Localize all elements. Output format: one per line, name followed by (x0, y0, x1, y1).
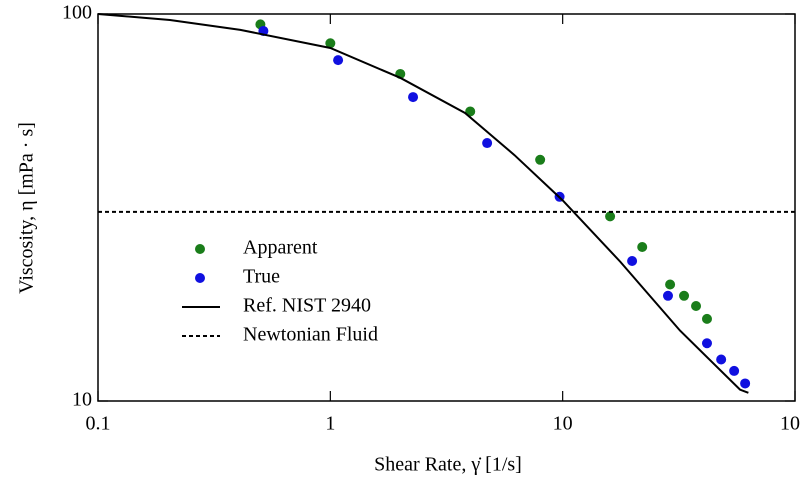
y-tick-label: 10 (72, 389, 92, 411)
legend-marker (195, 244, 205, 254)
data-point (408, 92, 419, 103)
series-line (97, 13, 749, 394)
data-point (325, 38, 336, 49)
data-point (716, 354, 727, 365)
data-point (665, 279, 676, 290)
x-tick-label: 10 (553, 413, 573, 435)
data-point (662, 290, 673, 301)
x-tick-label: 0.1 (86, 413, 111, 435)
x-tick-label: 100 (780, 413, 800, 435)
data-point (740, 378, 751, 389)
x-tick-label: 1 (325, 413, 335, 435)
legend-label: True (243, 266, 280, 288)
data-point (691, 300, 702, 311)
legend-label: Ref. NIST 2940 (243, 295, 371, 317)
data-point (482, 138, 493, 149)
data-point (701, 338, 712, 349)
legend-marker (195, 273, 205, 283)
x-axis-label: Shear Rate, γ̇ [1/s] (374, 454, 522, 476)
data-point (701, 313, 712, 324)
data-point (637, 241, 648, 252)
data-point (535, 154, 546, 165)
data-point (627, 256, 638, 267)
data-point (605, 211, 616, 222)
legend-label: Apparent (243, 237, 318, 259)
data-point (679, 290, 690, 301)
y-axis-label: Viscosity, η [mPa · s] (16, 122, 38, 294)
legend-label: Newtonian Fluid (243, 324, 378, 346)
y-tick-label: 100 (62, 2, 92, 24)
plot-frame (97, 13, 796, 402)
data-point (333, 55, 344, 66)
data-point (729, 365, 740, 376)
